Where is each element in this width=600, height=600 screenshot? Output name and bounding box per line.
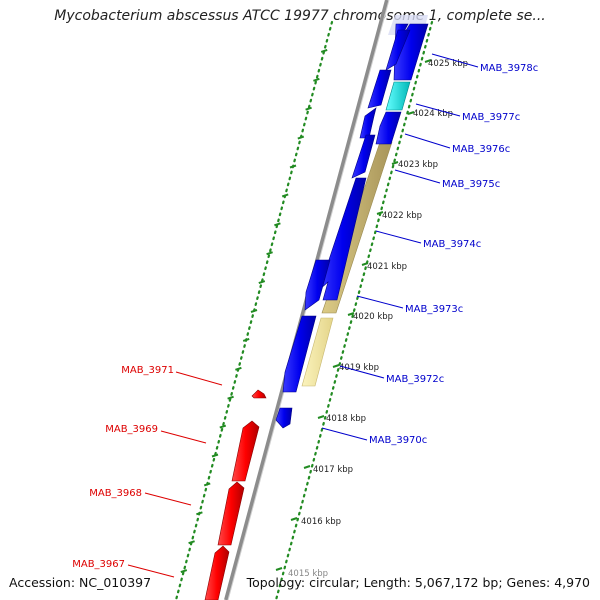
forward-gene-labels: MAB_3978c MAB_3977c MAB_3976c MAB_3975c … [321, 53, 538, 446]
label-leader [160, 430, 207, 444]
gene-label-mab-3977c[interactable]: MAB_3977c [462, 112, 520, 123]
kbp-tick-mark [290, 517, 298, 521]
gene-arrow-mab-3971[interactable] [251, 389, 267, 399]
gene-label-mab-3972c[interactable]: MAB_3972c [386, 374, 444, 385]
label-leader [375, 230, 422, 244]
ruler-tick [235, 366, 242, 371]
gene-label-mab-3971[interactable]: MAB_3971 [121, 365, 174, 376]
label-leader [415, 103, 461, 117]
kbp-tick-label: 4024 kbp [413, 109, 453, 119]
ruler-tick [274, 222, 281, 227]
ruler-tick [203, 482, 211, 487]
kbp-tick-label: 4023 kbp [398, 160, 438, 170]
forward-genes [275, 23, 429, 429]
ruler-tick [219, 424, 227, 429]
ruler-tick [313, 77, 320, 82]
ruler-tick [211, 453, 219, 458]
gene-arrow-mab-3972c[interactable] [282, 315, 317, 393]
label-leader [431, 53, 479, 68]
gene-arrow-mab-3973c[interactable] [304, 259, 331, 311]
gene-arrow-extra-3[interactable] [385, 29, 411, 71]
ruler-tick [305, 106, 312, 111]
label-leader [321, 427, 368, 441]
ruler-tick [258, 280, 266, 285]
kbp-tick-mark [275, 567, 283, 571]
kbp-tick-label: 4016 kbp [301, 517, 341, 527]
kbp-tick-label: 4025 kbp [428, 59, 468, 69]
kbp-tick-label: 4017 kbp [313, 465, 353, 475]
label-leader [127, 564, 175, 578]
kbp-tick-mark [317, 415, 325, 419]
ruler-tick [266, 251, 273, 256]
reverse-genes [204, 389, 267, 600]
kbp-tick-mark [391, 161, 399, 165]
gene-label-mab-3974c[interactable]: MAB_3974c [423, 239, 481, 250]
gene-arrow-mab-3976c[interactable] [375, 111, 402, 145]
kbp-tick-label: 4019 kbp [339, 363, 379, 373]
gene-arrow-mab-3977c[interactable] [385, 81, 411, 111]
label-leader [339, 365, 385, 379]
operon-bar-light[interactable] [301, 317, 334, 387]
kbp-tick-mark [407, 111, 415, 115]
ruler-tick [227, 395, 234, 400]
gene-label-mab-3968[interactable]: MAB_3968 [89, 488, 142, 499]
gene-arrow-mab-3969[interactable] [231, 420, 260, 482]
kbp-tick-label: 4022 kbp [382, 211, 422, 221]
kbp-ticks: 4025 kbp 4024 kbp 4023 kbp 4022 kbp 4021… [275, 59, 468, 579]
kbp-tick-label: 4021 kbp [367, 262, 407, 272]
gene-label-mab-3976c[interactable]: MAB_3976c [452, 144, 510, 155]
ruler-tick [180, 569, 188, 574]
ruler-tick [281, 193, 289, 198]
gene-arrow-mab-3968[interactable] [217, 481, 245, 546]
label-leader [175, 371, 223, 386]
gene-label-mab-3973c[interactable]: MAB_3973c [405, 304, 463, 315]
gene-arrow-mab-3975c[interactable] [359, 107, 377, 139]
reverse-gene-labels: MAB_3971 MAB_3969 MAB_3968 MAB_3967 [72, 365, 223, 578]
label-leader [404, 133, 451, 149]
label-leader [394, 169, 441, 184]
gene-label-mab-3975c[interactable]: MAB_3975c [442, 179, 500, 190]
summary-text: Topology: circular; Length: 5,067,172 bp… [246, 575, 590, 590]
ruler-tick [289, 164, 297, 169]
gene-arrow-mab-3967[interactable] [204, 545, 230, 600]
gene-arrow-mab-3970c[interactable] [275, 407, 293, 429]
ruler-outer-dots [274, 20, 434, 600]
gene-label-mab-3970c[interactable]: MAB_3970c [369, 435, 427, 446]
kbp-tick-label: 4015 kbp [288, 569, 328, 579]
gene-label-mab-3967[interactable]: MAB_3967 [72, 559, 125, 570]
gene-arrow-extra-2[interactable] [351, 134, 376, 179]
label-leader [356, 295, 404, 309]
kbp-tick-label: 4018 kbp [326, 414, 366, 424]
gene-label-mab-3978c[interactable]: MAB_3978c [480, 63, 538, 74]
kbp-tick-mark [424, 59, 432, 63]
kbp-tick-mark [361, 262, 369, 266]
kbp-tick-mark [347, 312, 355, 316]
ruler-tick [297, 135, 305, 140]
kbp-tick-mark [303, 465, 311, 469]
label-leader [144, 492, 192, 506]
gene-label-mab-3969[interactable]: MAB_3969 [105, 424, 158, 435]
ruler-tick [320, 48, 328, 53]
ruler-tick [242, 337, 250, 342]
accession-text: Accession: NC_010397 [9, 575, 152, 590]
ruler-tick [250, 309, 258, 313]
kbp-tick-label: 4020 kbp [353, 312, 393, 322]
inner-ruler-ticks [180, 48, 328, 574]
kbp-tick-mark [332, 364, 340, 368]
gene-arrow-extra-1[interactable] [367, 69, 392, 109]
ruler-tick [196, 511, 203, 516]
ruler-tick [188, 540, 195, 545]
kbp-tick-mark [376, 211, 384, 215]
